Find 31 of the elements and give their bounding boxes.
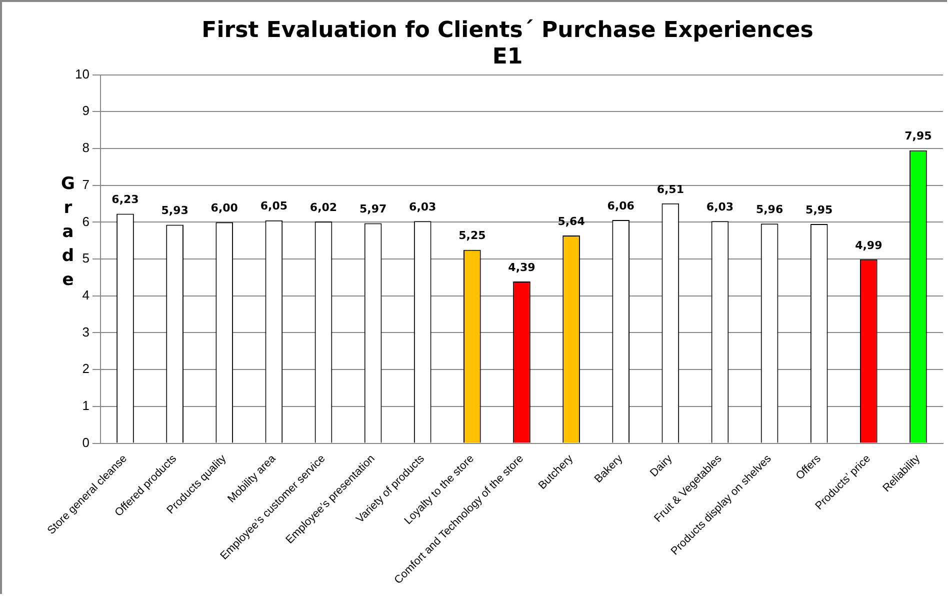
data-label: 4,39: [508, 260, 536, 274]
data-label: 6,51: [656, 182, 684, 196]
data-label: 5,95: [806, 203, 833, 216]
data-label: 5,25: [458, 229, 486, 242]
y-tick-label: 0: [82, 434, 90, 450]
data-label: 6,02: [310, 200, 338, 214]
y-tick-label: 8: [82, 140, 90, 156]
data-label: 5,64: [558, 214, 586, 228]
data-label: 6,05: [260, 200, 288, 213]
data-label: 6,06: [607, 199, 635, 212]
y-tick-label: 4: [82, 287, 90, 302]
y-tick-label: 9: [82, 103, 90, 118]
y-tick-label: 10: [74, 66, 90, 82]
y-tick-label: 7: [82, 176, 90, 192]
data-label: 4,99: [855, 238, 882, 252]
y-tick-label: 6: [82, 214, 90, 229]
chart-subtitle: E1: [492, 44, 523, 70]
data-label: 5,97: [359, 202, 387, 216]
y-tick-label: 1: [82, 398, 90, 414]
y-axis-title: Grade: [58, 174, 78, 294]
data-label: 6,03: [409, 200, 436, 214]
y-tick-label: 3: [82, 324, 90, 340]
y-tick-label: 5: [82, 250, 90, 266]
chart-title: First Evaluation fo Clients´ Purchase Experiences: [202, 18, 814, 43]
data-label: 5,96: [756, 203, 784, 216]
y-tick-label: 2: [82, 361, 90, 376]
data-label: 7,95: [904, 130, 932, 143]
data-label: 6,23: [112, 193, 139, 206]
data-label: 6,03: [706, 200, 734, 214]
data-label: 6,00: [210, 202, 238, 215]
data-label: 5,93: [161, 204, 188, 218]
